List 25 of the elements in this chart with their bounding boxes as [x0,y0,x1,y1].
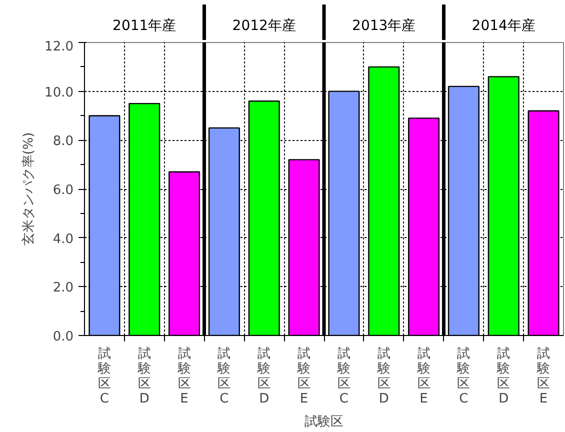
y-tick-label: 0.0 [52,330,74,344]
x-tick-label: 試験区D [136,346,151,406]
x-tick-label: 試験区C [456,346,470,406]
y-tick-label: 6.0 [52,183,74,198]
x-tick-label: 試験区D [376,346,390,406]
x-tick-label: 試験区E [176,346,191,406]
y-tick-label: 4.0 [52,232,74,247]
x-tick-label: 試験区C [216,346,231,406]
x-tick-label: 試験区E [296,346,311,406]
y-tick-label: 2.0 [52,280,74,296]
y-tick-label: 12.0 [44,40,74,54]
text: 2012年産 [232,18,296,34]
y-axis-title: 玄米タンパク率(%) [20,132,37,246]
x-tick-label: 試験区D [256,346,271,406]
y-tick-label: 10.0 [44,85,74,100]
x-tick-label: 試験区E [536,346,550,406]
text: 2011年産 [112,18,176,34]
x-axis-title: 試験区 [304,414,344,430]
x-tick-label: 試験区E [416,346,430,406]
text: 2013年産 [352,18,416,34]
text: 2014年産 [472,18,536,34]
x-tick-label: 試験区C [336,346,350,406]
x-tick-label: 試験区C [96,346,111,406]
y-tick-label: 8.0 [52,134,74,150]
x-tick-label: 試験区D [496,346,510,406]
